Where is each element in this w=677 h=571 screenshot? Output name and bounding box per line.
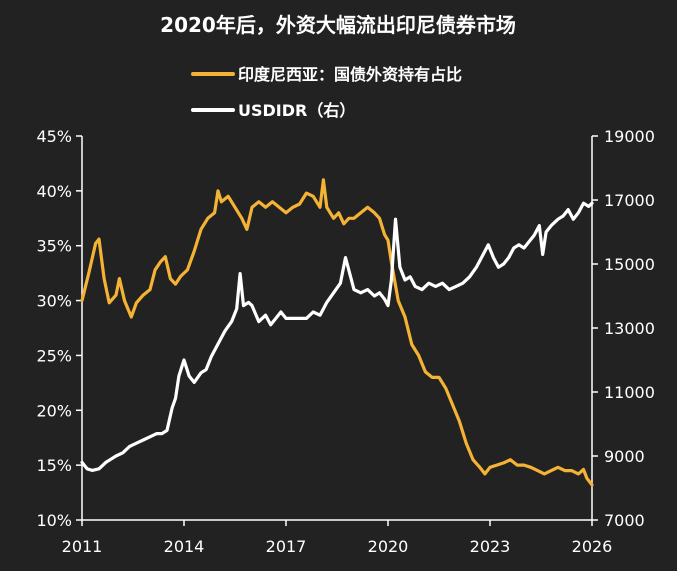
chart-title: 2020年后，外资大幅流出印尼债券市场 [160, 13, 516, 37]
legend-label-series-2: USDIDR（右） [238, 101, 355, 120]
legend: 印度尼西亚：国债外资持有占比 USDIDR（右） [191, 65, 462, 120]
right-y-tick-label: 13000 [604, 319, 655, 338]
left-y-tick-label: 30% [36, 292, 72, 311]
left-y-tick-label: 35% [36, 237, 72, 256]
x-tick-label: 2023 [470, 537, 511, 556]
x-tick-label: 2017 [266, 537, 307, 556]
right-y-tick-label: 7000 [604, 511, 645, 530]
left-y-tick-label: 20% [36, 401, 72, 420]
axes: 10% 15% 20% 25% 30% 35% 40% 45% 7000 9000 11000 130… [36, 127, 654, 556]
right-y-tick-label: 17000 [604, 191, 655, 210]
series-line-2 [80, 201, 594, 472]
left-y-tick-label: 45% [36, 127, 72, 146]
right-y-tick-label: 15000 [604, 255, 655, 274]
plot-area [80, 178, 594, 487]
x-tick-label: 2020 [368, 537, 409, 556]
left-y-tick-label: 25% [36, 346, 72, 365]
right-y-tick-label: 19000 [604, 127, 655, 146]
series-line-1 [80, 178, 594, 487]
legend-label-series-1: 印度尼西亚：国债外资持有占比 [238, 65, 462, 84]
left-y-tick-label: 10% [36, 511, 72, 530]
right-y-tick-label: 11000 [604, 383, 655, 402]
x-tick-label: 2011 [62, 537, 103, 556]
x-tick-label: 2014 [164, 537, 205, 556]
right-y-tick-label: 9000 [604, 447, 645, 466]
left-y-tick-label: 40% [36, 182, 72, 201]
x-tick-label: 2026 [572, 537, 613, 556]
left-y-tick-label: 15% [36, 456, 72, 475]
